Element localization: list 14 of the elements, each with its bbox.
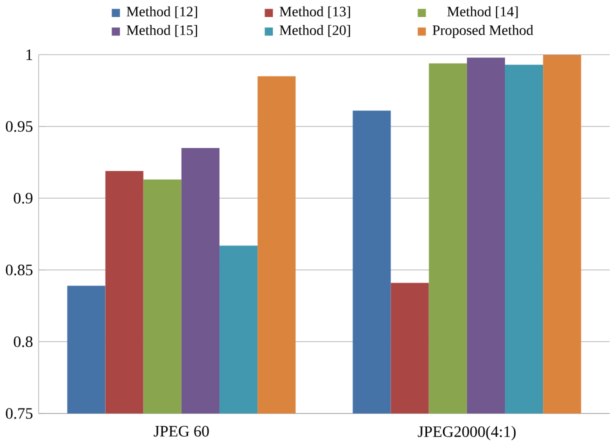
x-tick-label: JPEG 60 [154,426,209,437]
legend-label: Method [14] [447,6,518,18]
y-tick-label: 0.95 [6,121,32,132]
x-tick-label: JPEG2000(4:1) [418,426,516,440]
legend-label: Method [15] [126,25,198,38]
legend-label: Method [13] [280,6,350,18]
y-tick-label: 0.9 [14,193,32,204]
y-tick-label: 0.75 [6,408,32,420]
legend-label: Proposed Method [432,25,534,38]
y-tick-label: 0.85 [6,264,32,276]
y-tick-label: 0.8 [14,336,32,348]
y-tick-label: 1 [26,50,32,60]
legend-label: Method [20] [280,25,350,38]
legend-label: Method [12] [126,6,198,18]
